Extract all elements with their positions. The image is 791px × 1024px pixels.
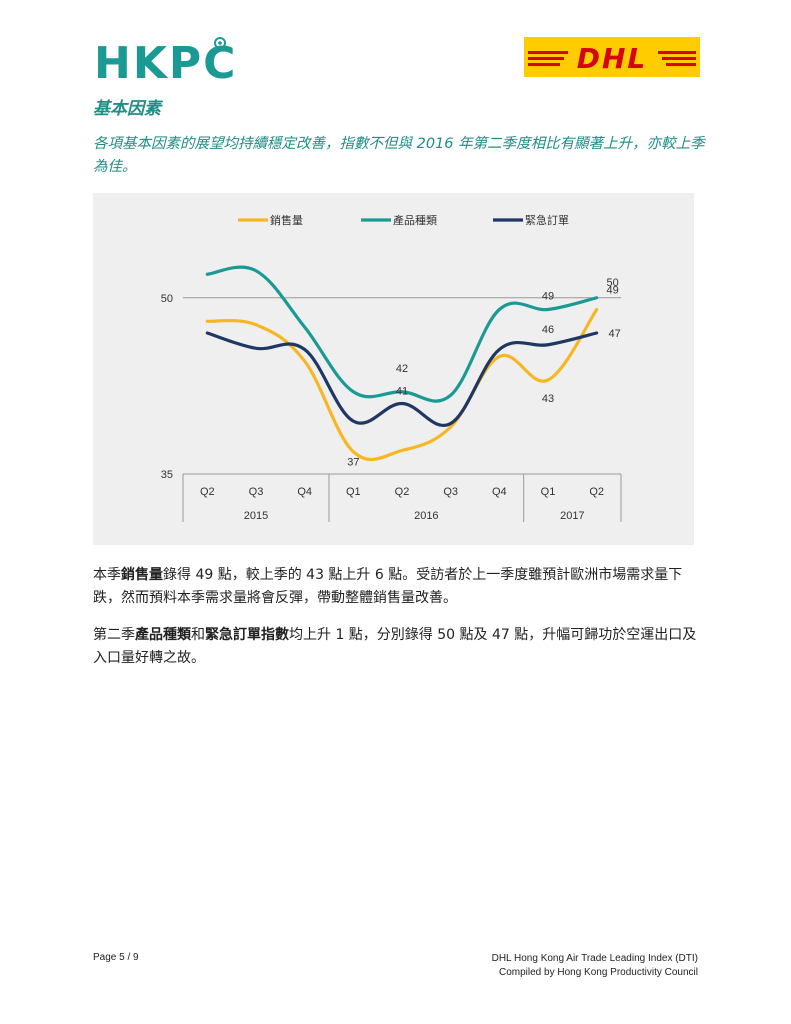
p2-bold1: 產品種類 bbox=[135, 627, 191, 643]
data-label-2-4: 41 bbox=[396, 386, 408, 398]
p2-mid: 和 bbox=[191, 627, 205, 643]
legend-label-1: 產品種類 bbox=[393, 213, 437, 227]
data-label-0-8: 49 bbox=[607, 285, 619, 297]
dhl-logo: DHL bbox=[524, 37, 700, 77]
data-label-1-7: 49 bbox=[542, 291, 554, 303]
x-tick-label-4: Q2 bbox=[395, 486, 410, 498]
series-line-1 bbox=[205, 265, 599, 403]
p1-pre: 本季 bbox=[93, 567, 121, 583]
x-tick-label-6: Q4 bbox=[492, 486, 507, 498]
data-label-0-7: 43 bbox=[542, 393, 554, 405]
x-tick-label-5: Q3 bbox=[443, 486, 458, 498]
footer-credits: DHL Hong Kong Air Trade Leading Index (D… bbox=[492, 952, 698, 980]
legend-label-0: 銷售量 bbox=[270, 213, 303, 227]
line-chart: 50 35 Q2 Q3 Q4 Q1 Q2 Q3 Q4 Q1 Q2 2015 2016 2017 37 43 49… bbox=[93, 193, 694, 545]
legend-label-2: 緊急訂單 bbox=[525, 213, 569, 227]
p2-post: 均上升 1 點，分別錄得 50 點及 47 點，升幅可歸功於空運出口及入口量好轉… bbox=[93, 627, 697, 666]
footer-line2: Compiled by Hong Kong Productivity Counc… bbox=[499, 967, 698, 978]
x-tick-label-3: Q1 bbox=[346, 486, 361, 498]
p1-bold: 銷售量 bbox=[121, 567, 163, 583]
paragraph-sales: 本季銷售量錄得 49 點，較上季的 43 點上升 6 點。受訪者於上一季度雖預計… bbox=[93, 564, 701, 610]
section-title: 基本因素 bbox=[93, 99, 161, 119]
dhl-logo-text: DHL bbox=[577, 42, 648, 75]
data-label-2-7: 46 bbox=[542, 324, 554, 336]
x-tick-label-7: Q1 bbox=[541, 486, 556, 498]
page-number: Page 5 / 9 bbox=[93, 952, 139, 963]
data-label-2-8: 47 bbox=[609, 328, 621, 340]
footer-line1: DHL Hong Kong Air Trade Leading Index (D… bbox=[491, 953, 698, 964]
p2-bold2: 緊急訂單指數 bbox=[205, 627, 289, 643]
data-label-0-3: 37 bbox=[347, 457, 359, 469]
x-tick-label-0: Q2 bbox=[200, 486, 215, 498]
year-label-2017: 2017 bbox=[560, 510, 584, 522]
year-label-2015: 2015 bbox=[244, 510, 268, 522]
x-tick-label-8: Q2 bbox=[589, 486, 604, 498]
data-label-1-8: 50 bbox=[607, 277, 619, 289]
data-label-1-4: 42 bbox=[396, 363, 408, 375]
hkpc-logo: HKPC bbox=[94, 37, 234, 86]
chart-canvas: 50 35 Q2 Q3 Q4 Q1 Q2 Q3 Q4 Q1 Q2 2015 2016 2017 37 43 49… bbox=[161, 213, 622, 522]
y-tick-label-35: 35 bbox=[161, 469, 173, 481]
paragraph-product-urgent: 第二季產品種類和緊急訂單指數均上升 1 點，分別錄得 50 點及 47 點，升幅… bbox=[93, 624, 701, 670]
hkpc-logo-text: HKPC bbox=[94, 38, 234, 86]
y-tick-label-50: 50 bbox=[161, 293, 173, 305]
series-line-0 bbox=[205, 307, 599, 462]
p1-post: 錄得 49 點，較上季的 43 點上升 6 點。受訪者於上一季度雖預計歐洲市場需… bbox=[93, 567, 683, 606]
year-label-2016: 2016 bbox=[414, 510, 438, 522]
x-tick-label-2: Q4 bbox=[297, 486, 312, 498]
series-line-2 bbox=[205, 331, 599, 427]
p2-pre: 第二季 bbox=[93, 627, 135, 643]
section-lead: 各項基本因素的展望均持續穩定改善，指數不但與 2016 年第二季度相比有顯著上升… bbox=[93, 136, 705, 175]
x-tick-label-1: Q3 bbox=[249, 486, 264, 498]
